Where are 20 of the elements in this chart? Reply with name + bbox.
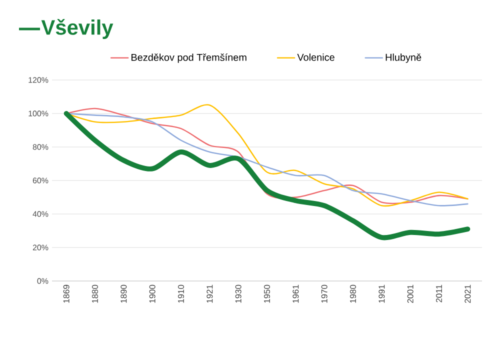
legend-label: Vševily (41, 19, 114, 39)
line-series (64, 111, 470, 240)
x-tick-label: 1991 (378, 284, 385, 303)
x-tick-label: 1950 (264, 284, 270, 303)
x-tick-label: 1869 (63, 284, 70, 303)
legend-label: Bezděkov pod Třemšínem (132, 53, 246, 63)
x-tick-label: 1961 (292, 284, 299, 303)
x-tick-label: 1880 (92, 284, 98, 303)
x-tick-label: 2021 (464, 284, 471, 303)
x-tick-label: 1921 (206, 284, 213, 303)
x-tick-label: 1970 (321, 284, 328, 303)
x-tick-label: 2001 (407, 284, 414, 303)
x-tick-label: 1910 (178, 284, 184, 303)
x-tick-label: 1980 (350, 284, 356, 303)
legend-label: Volenice (297, 54, 334, 61)
x-tick-label: 1900 (149, 284, 156, 303)
x-tick-label: 1890 (120, 284, 127, 303)
legend-label: Hlubyně (386, 54, 422, 63)
x-tick-label: 1930 (235, 284, 242, 303)
x-tick-label: 2011 (436, 284, 442, 302)
